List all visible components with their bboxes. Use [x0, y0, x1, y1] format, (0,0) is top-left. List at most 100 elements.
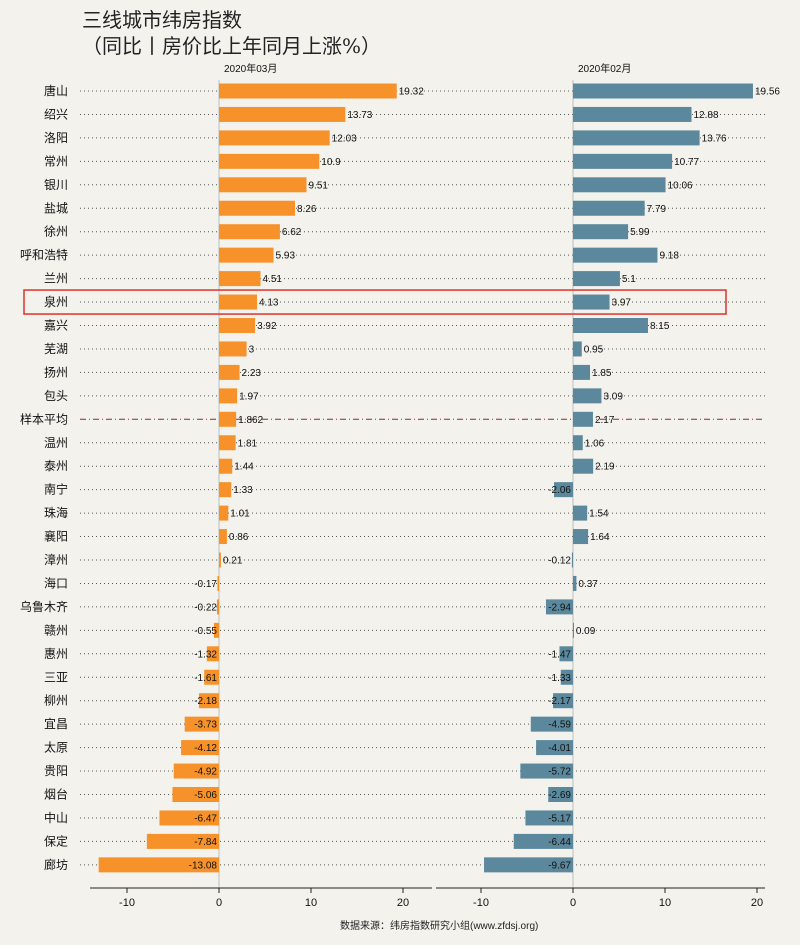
city-label: 银川 — [44, 178, 68, 192]
bar — [573, 364, 591, 380]
value-label: -6.47 — [194, 813, 217, 824]
bar — [573, 83, 753, 99]
bar — [573, 458, 594, 474]
value-label: 13.73 — [347, 110, 372, 121]
value-label: -6.44 — [548, 837, 571, 848]
value-label: 0.95 — [584, 344, 604, 355]
bar — [545, 599, 573, 615]
bar — [219, 411, 237, 427]
bar — [219, 294, 257, 310]
bar — [219, 153, 320, 169]
value-label: 4.13 — [259, 298, 279, 309]
value-label: 1.85 — [592, 368, 612, 379]
value-label: 19.32 — [399, 87, 424, 98]
value-label: 2.19 — [595, 462, 615, 473]
value-label: -4.92 — [194, 767, 217, 778]
city-label: 洛阳 — [44, 130, 68, 145]
value-label: 1.33 — [233, 485, 253, 496]
bar — [573, 271, 620, 287]
bar — [219, 106, 346, 122]
bar — [219, 505, 229, 521]
city-label: 常州 — [44, 154, 68, 168]
bar — [219, 200, 295, 216]
bar — [573, 411, 593, 427]
bar — [573, 575, 577, 591]
bar — [554, 482, 573, 498]
bar — [484, 857, 573, 873]
bar — [219, 177, 307, 193]
value-label: 7.79 — [647, 204, 667, 215]
bar — [159, 810, 219, 826]
x-tick-label: 20 — [397, 897, 409, 909]
bar — [146, 833, 219, 849]
city-label: 柳州 — [44, 694, 68, 708]
highlight-box — [23, 289, 727, 315]
value-label: -0.55 — [194, 626, 217, 637]
bar — [219, 458, 233, 474]
city-label: 兰州 — [44, 272, 68, 286]
bar — [219, 318, 256, 333]
value-label: 1.81 — [238, 438, 258, 449]
bar — [520, 763, 573, 779]
city-label: 宜昌 — [44, 716, 68, 731]
city-label: 漳州 — [44, 552, 68, 567]
value-label: 0.86 — [229, 532, 249, 543]
value-label: 3.92 — [257, 321, 277, 332]
x-tick-label: -10 — [473, 897, 489, 909]
chart-title-line1: 三线城市纬房指数 — [82, 8, 242, 32]
value-label: 8.15 — [650, 321, 670, 332]
bar — [560, 669, 573, 685]
bar — [573, 106, 692, 122]
value-label: -4.01 — [548, 743, 571, 754]
value-label: 10.9 — [321, 157, 341, 168]
x-tick-label: 20 — [751, 897, 763, 909]
bar — [206, 646, 219, 662]
value-label: 1.64 — [590, 532, 610, 543]
value-label: -0.17 — [194, 579, 217, 590]
value-label: 8.26 — [297, 204, 317, 215]
city-label: 包头 — [44, 389, 68, 403]
value-label: -0.22 — [194, 602, 217, 613]
bar — [219, 482, 232, 498]
value-label: 10.06 — [668, 180, 693, 191]
city-label: 惠州 — [44, 647, 68, 661]
city-label: 太原 — [44, 740, 68, 755]
x-tick-label: 0 — [570, 897, 576, 909]
value-label: 5.99 — [630, 227, 650, 238]
value-label: 1.862 — [238, 415, 263, 426]
bar — [536, 740, 573, 756]
panel-title: 2020年02月 — [578, 62, 631, 75]
x-tick-label: 10 — [305, 897, 317, 909]
value-label: -3.73 — [194, 720, 217, 731]
value-label: -2.94 — [548, 602, 571, 613]
value-label: 3.97 — [612, 298, 632, 309]
bar — [573, 529, 589, 545]
bar — [525, 810, 573, 826]
city-label: 中山 — [44, 810, 68, 825]
value-label: -4.12 — [194, 743, 217, 754]
city-label: 廊坊 — [44, 857, 68, 872]
value-label: 3.09 — [603, 391, 623, 402]
bar — [219, 341, 247, 357]
value-label: -1.47 — [548, 649, 571, 660]
bar — [219, 435, 236, 451]
city-label: 唐山 — [44, 83, 68, 98]
bar — [216, 599, 219, 615]
city-label: 南宁 — [44, 482, 68, 497]
bar — [219, 224, 280, 240]
bar — [184, 716, 219, 732]
bar — [573, 388, 602, 404]
panel-title: 2020年03月 — [224, 62, 277, 75]
value-label: 2.23 — [242, 368, 262, 379]
city-label: 乌鲁木齐 — [20, 599, 68, 614]
bar — [573, 435, 583, 451]
city-label: 芜湖 — [44, 341, 68, 356]
bar — [173, 763, 219, 779]
value-label: 5.1 — [622, 274, 636, 285]
bar — [573, 153, 673, 169]
city-label: 珠海 — [44, 505, 68, 520]
value-label: 1.44 — [234, 462, 254, 473]
bar — [217, 575, 219, 591]
bar — [573, 247, 658, 263]
bar — [219, 83, 397, 99]
